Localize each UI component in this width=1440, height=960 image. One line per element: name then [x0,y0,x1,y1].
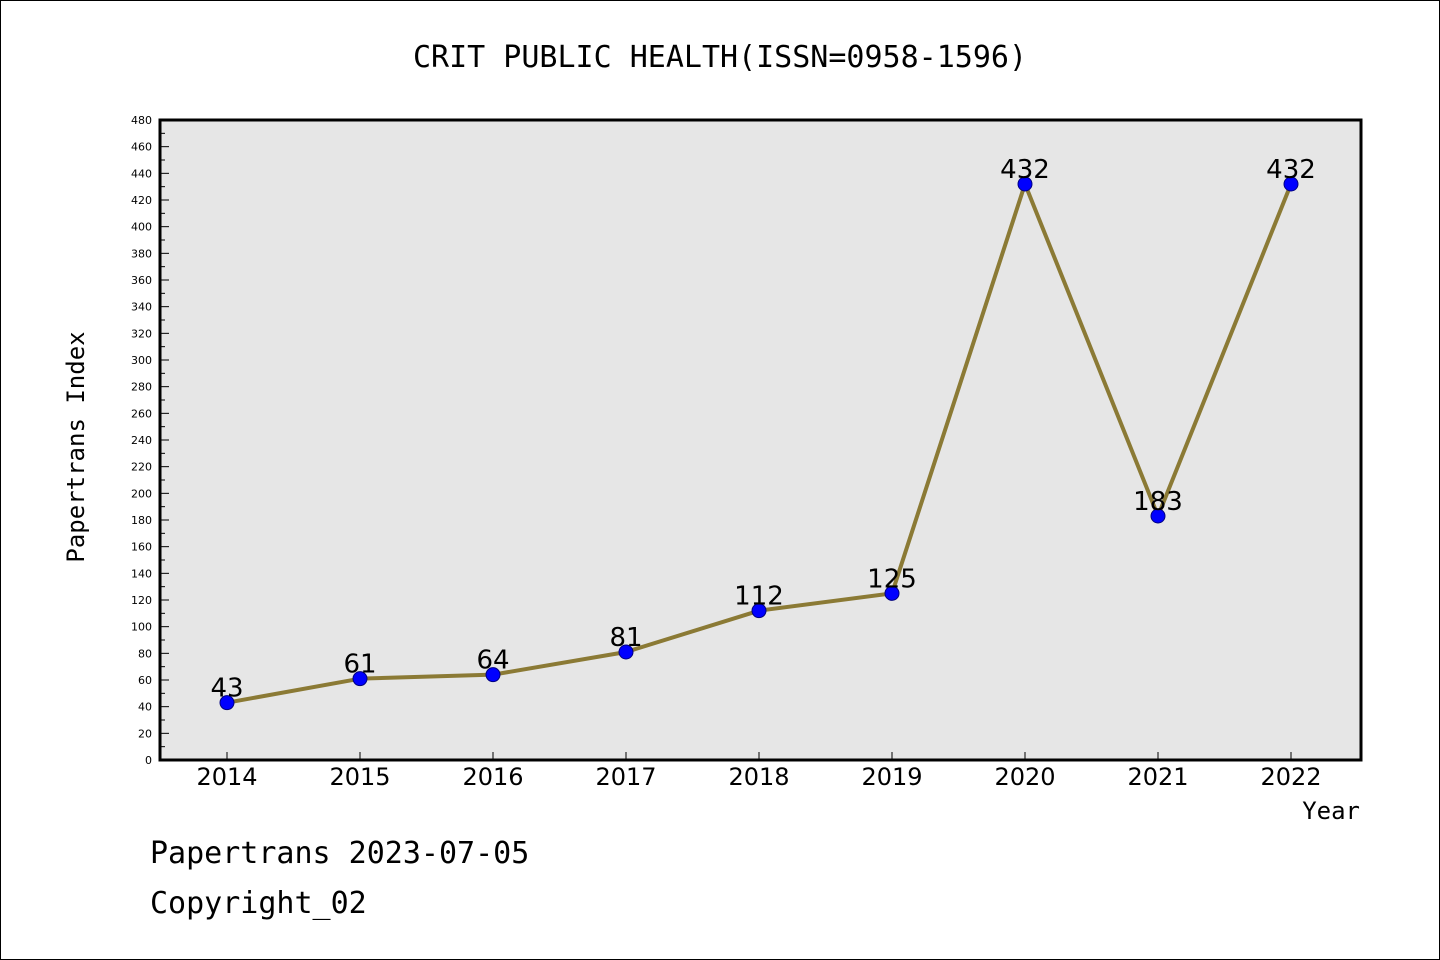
plot-area [158,118,1363,762]
y-tick-label: 180 [131,514,152,527]
data-point [884,585,900,601]
y-tick-label: 280 [131,381,152,394]
y-tick-label: 60 [138,674,152,687]
y-axis-ticks: 0 20 40 60 80 100 120 140 160 180 200 220 240 260 280 3… [131,114,169,767]
y-tick-label: 440 [131,167,152,180]
x-tick-label: 2020 [994,763,1055,791]
y-tick-label: 120 [131,594,152,607]
y-tick-label: 340 [131,301,152,314]
x-tick-label: 2022 [1260,763,1321,791]
y-tick-label: 0 [145,754,152,767]
data-label: 432 [1000,155,1050,185]
data-label: 61 [343,650,376,680]
y-tick-label: 160 [131,541,152,554]
x-tick-label: 2017 [595,763,656,791]
x-axis-label: Year [1302,797,1360,825]
x-tick-label: 2018 [728,763,789,791]
chart-title: CRIT PUBLIC HEALTH(ISSN=0958-1596) [413,40,1027,75]
data-label: 125 [867,564,917,594]
data-labels-layer: 43 61 64 81 112 125 432 183 432 [210,155,1315,704]
x-tick-label: 2019 [861,763,922,791]
data-label: 81 [609,623,642,653]
y-tick-label: 360 [131,274,152,287]
copyright-text: Copyright_02 [150,886,367,921]
x-tick-label: 2014 [196,763,257,791]
y-tick-label: 20 [138,727,152,740]
y-tick-label: 140 [131,567,152,580]
x-tick-label: 2015 [329,763,390,791]
data-label: 432 [1266,155,1316,185]
data-point [1017,176,1033,192]
x-tick-label: 2021 [1127,763,1188,791]
y-axis-label: Papertrans Index [62,331,90,562]
y-tick-label: 400 [131,221,152,234]
data-point [485,667,501,683]
data-point [352,671,368,687]
y-tick-label: 40 [138,701,152,714]
y-tick-label: 220 [131,461,152,474]
data-label: 64 [476,646,509,676]
y-tick-label: 300 [131,354,152,367]
y-tick-label: 380 [131,247,152,260]
x-axis-ticks: 2014 2015 2016 2017 2018 2019 2020 2021 2022 [196,752,1322,791]
y-tick-label: 320 [131,327,152,340]
data-point [751,603,767,619]
y-tick-label: 260 [131,407,152,420]
y-tick-label: 460 [131,141,152,154]
data-point [1150,508,1166,524]
source-date-text: Papertrans 2023-07-05 [150,836,530,871]
data-label: 183 [1133,487,1183,517]
data-point [1283,176,1299,192]
y-tick-label: 240 [131,434,152,447]
y-tick-label: 200 [131,487,152,500]
x-tick-label: 2016 [462,763,523,791]
y-tick-label: 80 [138,647,152,660]
y-tick-label: 100 [131,621,152,634]
data-label: 112 [734,582,784,612]
y-tick-label: 420 [131,194,152,207]
y-tick-label: 480 [131,114,152,127]
series-layer [219,176,1299,711]
data-label: 43 [210,674,243,704]
data-point [219,695,235,711]
data-point [618,644,634,660]
